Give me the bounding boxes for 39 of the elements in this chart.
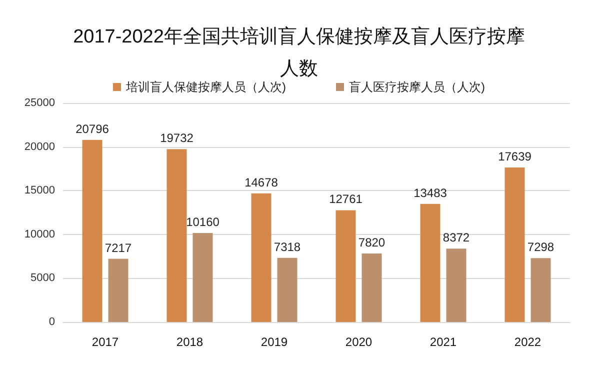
y-tick-label: 15000 [24,184,55,197]
bar [336,210,356,322]
data-label: 13483 [414,186,448,200]
data-label: 7217 [104,240,132,255]
bar [420,204,440,322]
chart-title: 2017-2022年全国共培训盲人保健按摩及盲人医疗按摩人数 [73,26,525,80]
data-label: 14678 [244,175,278,190]
bar [446,248,466,322]
x-tick-label: 2018 [176,335,204,349]
bar [530,258,551,322]
bar [251,193,272,322]
bar [166,149,187,322]
data-label: 20796 [76,122,110,136]
x-tick-label: 2021 [430,335,457,349]
bar [82,140,102,322]
y-tick-label: 25000 [24,97,55,109]
y-tick-label: 0 [48,316,55,328]
bar [108,258,128,322]
data-label: 12761 [329,192,363,206]
bar [504,167,525,322]
data-label: 17639 [498,149,532,164]
data-label: 7318 [274,240,301,254]
data-label: 10160 [186,215,220,229]
y-tick-label: 10000 [24,228,55,240]
bar [362,253,382,322]
data-label: 19732 [160,131,194,146]
x-tick-label: 2020 [345,335,372,349]
x-tick-label: 2019 [260,335,288,349]
data-label: 8372 [442,230,470,245]
y-tick-label: 20000 [24,140,55,153]
bar [192,233,213,322]
legend-label: 盲人医疗按摩人员（人次) [349,80,485,94]
data-label: 7298 [527,240,554,254]
data-label: 7820 [358,235,386,250]
x-tick-label: 2017 [92,335,119,349]
legend-label: 培训盲人保健按摩人员（人次) [125,80,286,94]
bar [277,258,298,322]
y-tick-label: 5000 [30,272,55,284]
x-tick-label: 2022 [514,335,542,349]
